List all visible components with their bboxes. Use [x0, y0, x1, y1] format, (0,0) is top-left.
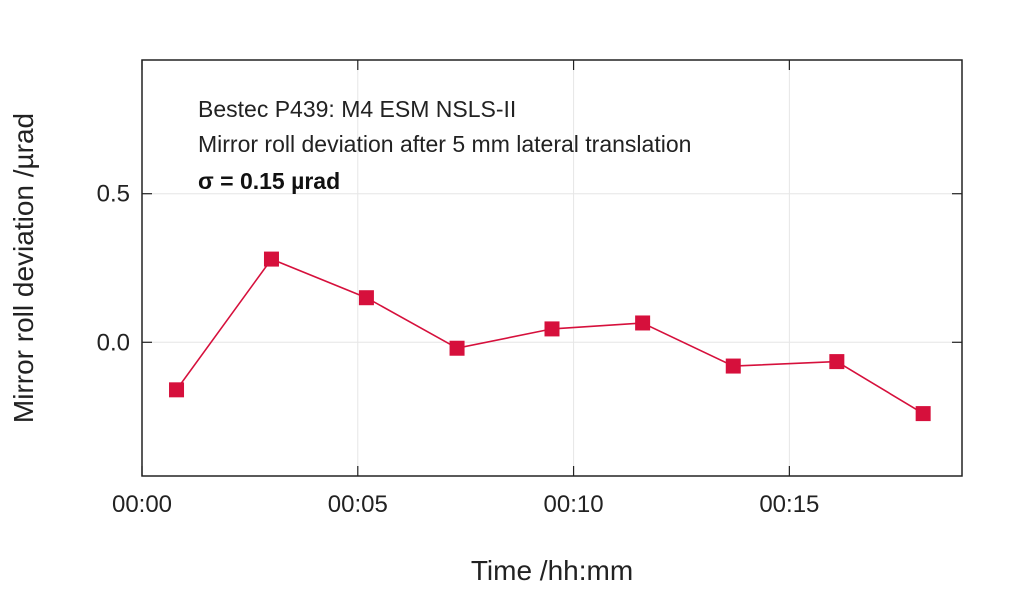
- x-tick-label: 00:05: [328, 491, 388, 518]
- data-point-marker: [829, 354, 845, 370]
- data-point-marker: [358, 290, 374, 306]
- grid-lines: [141, 60, 962, 476]
- annotation-sigma: σ = 0.15 µrad: [198, 168, 340, 194]
- x-tick-label: 00:15: [759, 491, 819, 518]
- data-point-marker: [449, 340, 465, 356]
- y-axis-ticks: 0.5 0.0: [97, 181, 962, 356]
- series-line: [169, 251, 931, 422]
- y-tick-label: 0.5: [97, 181, 130, 208]
- data-point-marker: [169, 382, 185, 398]
- data-point-marker: [635, 315, 651, 331]
- y-axis-title: Mirror roll deviation /µrad: [8, 113, 39, 423]
- x-axis-title: Time /hh:mm: [471, 555, 633, 586]
- data-point-marker: [263, 251, 279, 267]
- annotation-subtitle: Mirror roll deviation after 5 mm lateral…: [198, 131, 691, 157]
- annotation-title: Bestec P439: M4 ESM NSLS-II: [198, 96, 516, 122]
- plot-frame: [141, 59, 963, 477]
- data-point-marker: [544, 321, 560, 337]
- data-point-marker: [915, 406, 931, 422]
- data-point-marker: [725, 358, 741, 374]
- x-tick-label: 00:10: [544, 491, 604, 518]
- x-axis-ticks: 00:00 00:05 00:10 00:15: [112, 60, 819, 518]
- y-tick-label: 0.0: [97, 329, 130, 356]
- x-tick-label: 00:00: [112, 491, 172, 518]
